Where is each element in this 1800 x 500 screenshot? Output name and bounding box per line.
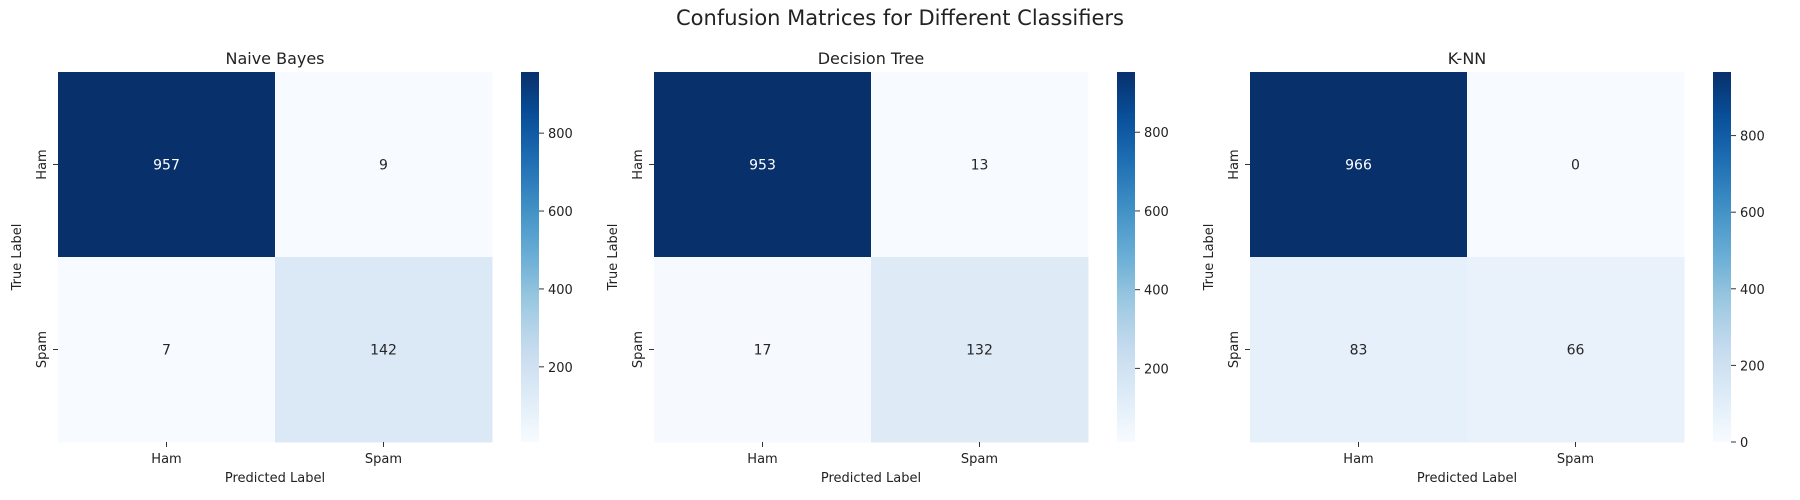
cell-value-label: 7 xyxy=(162,343,171,359)
panel-title: Naive Bayes xyxy=(225,49,324,68)
cell-value-label: 83 xyxy=(1350,343,1368,359)
colorbar-tick-label: 0 xyxy=(1740,436,1748,451)
panel-title: K-NN xyxy=(1448,49,1487,68)
colorbar-tick-label: 800 xyxy=(548,127,573,142)
heatmap-cell xyxy=(654,257,872,443)
y-axis-label: True Label xyxy=(10,224,25,292)
colorbar xyxy=(1713,72,1731,442)
cell-value-label: 966 xyxy=(1345,158,1372,174)
y-tick-label: Spam xyxy=(1227,331,1242,368)
heatmap-cell xyxy=(1250,72,1468,258)
y-axis-label: True Label xyxy=(1202,224,1217,292)
heatmap-cell xyxy=(654,72,872,258)
x-tick-label: Ham xyxy=(1343,452,1373,467)
heatmap-cell xyxy=(275,72,493,258)
colorbar-tick-label: 200 xyxy=(1740,359,1765,374)
colorbar-tick-label: 200 xyxy=(548,361,573,376)
colorbar-tick-label: 200 xyxy=(1144,362,1169,377)
heatmap-panel-1: 953 13 17 132 Decision Tree Ham Spam Ham Spam Pre… xyxy=(606,49,1169,486)
cell-value-label: 13 xyxy=(971,158,989,174)
heatmap-cell xyxy=(1467,257,1685,443)
cell-value-label: 132 xyxy=(966,343,993,359)
colorbar-tick-label: 600 xyxy=(548,205,573,220)
colorbar-tick-label: 400 xyxy=(1144,284,1169,299)
heatmap-cell xyxy=(58,257,276,443)
panel-title: Decision Tree xyxy=(818,49,925,68)
x-tick-label: Spam xyxy=(365,452,402,467)
heatmap-cell xyxy=(871,257,1089,443)
colorbar-tick-label: 800 xyxy=(1144,126,1169,141)
x-axis-label: Predicted Label xyxy=(1417,471,1517,486)
y-axis-label: True Label xyxy=(606,224,621,292)
cell-value-label: 0 xyxy=(1571,158,1580,174)
x-tick-label: Spam xyxy=(961,452,998,467)
x-axis-label: Predicted Label xyxy=(225,471,325,486)
y-tick-label: Ham xyxy=(1227,149,1242,179)
heatmap-cell xyxy=(1250,257,1468,443)
heatmap-cell xyxy=(275,257,493,443)
colorbar-tick-label: 800 xyxy=(1740,130,1765,145)
x-tick-label: Ham xyxy=(151,452,181,467)
y-tick-label: Ham xyxy=(631,149,646,179)
heatmap-cell xyxy=(871,72,1089,258)
heatmap-panel-0: 957 9 7 142 Naive Bayes Ham Spam Ham Spam Predict… xyxy=(10,49,573,486)
x-tick-label: Spam xyxy=(1557,452,1594,467)
colorbar-tick-label: 400 xyxy=(548,283,573,298)
y-tick-label: Spam xyxy=(631,331,646,368)
figure-title: Confusion Matrices for Different Classif… xyxy=(676,6,1124,30)
colorbar-tick-label: 600 xyxy=(1144,205,1169,220)
cell-value-label: 957 xyxy=(153,158,180,174)
y-tick-label: Spam xyxy=(35,331,50,368)
cell-value-label: 66 xyxy=(1567,343,1585,359)
heatmap-cell xyxy=(1467,72,1685,258)
cell-value-label: 142 xyxy=(370,343,397,359)
y-tick-label: Ham xyxy=(35,149,50,179)
x-tick-label: Ham xyxy=(747,452,777,467)
colorbar-tick-label: 600 xyxy=(1740,206,1765,221)
heatmap-panel-2: 966 0 83 66 K-NN Ham Spam Ham Spam Predicted Labe… xyxy=(1202,49,1765,486)
colorbar xyxy=(521,72,539,442)
x-axis-label: Predicted Label xyxy=(821,471,921,486)
cell-value-label: 9 xyxy=(379,158,388,174)
heatmap-cell xyxy=(58,72,276,258)
cell-value-label: 17 xyxy=(754,343,772,359)
colorbar-tick-label: 400 xyxy=(1740,283,1765,298)
colorbar xyxy=(1117,72,1135,442)
cell-value-label: 953 xyxy=(749,158,776,174)
